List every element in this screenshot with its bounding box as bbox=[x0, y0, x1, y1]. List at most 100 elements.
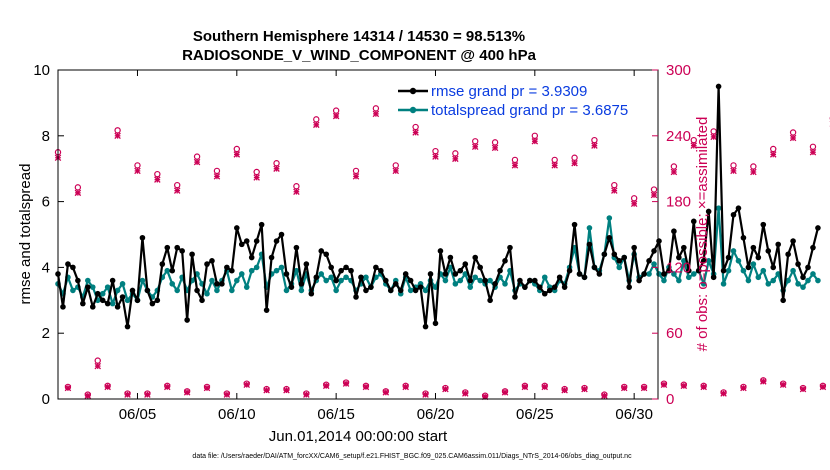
rmse-point bbox=[462, 261, 469, 267]
obs-assimilated-marker bbox=[491, 144, 499, 152]
legend-rmse-marker bbox=[409, 87, 417, 95]
rmse-point bbox=[288, 284, 295, 290]
spread-point bbox=[462, 271, 469, 277]
rmse-point bbox=[253, 238, 260, 244]
obs-possible-marker bbox=[213, 167, 221, 175]
rmse-point bbox=[412, 287, 419, 294]
rmse-point bbox=[65, 261, 71, 267]
spread-point bbox=[775, 271, 781, 277]
obs-assimilated-marker bbox=[293, 188, 300, 195]
rmse-point bbox=[397, 287, 404, 294]
rmse-point bbox=[214, 281, 220, 287]
rmse-point bbox=[392, 281, 399, 287]
spread-point bbox=[333, 287, 339, 294]
spread-point bbox=[477, 277, 483, 284]
rmse-point bbox=[616, 258, 623, 264]
obs-possible-marker bbox=[372, 105, 380, 112]
obs-assimilated-marker bbox=[471, 143, 479, 151]
y-left-tick-label: 0 bbox=[42, 391, 50, 408]
rmse-point bbox=[333, 277, 339, 284]
rmse-point bbox=[94, 290, 101, 297]
rmse-point bbox=[293, 244, 300, 251]
rmse-point bbox=[373, 264, 379, 271]
rmse-point bbox=[566, 267, 573, 274]
obs-assimilated-marker bbox=[84, 392, 92, 399]
spread-point bbox=[745, 277, 752, 284]
obs-assimilated-marker bbox=[154, 176, 161, 183]
obs-assimilated-marker bbox=[710, 133, 717, 141]
x-axis-ticks: 06/05 06/10 06/15 06/20 06/25 06/30 bbox=[119, 70, 653, 423]
rmse-point bbox=[611, 251, 618, 258]
obs-possible-marker bbox=[412, 123, 419, 131]
obs-possible-marker bbox=[432, 147, 439, 155]
obs-assimilated-marker bbox=[779, 381, 787, 389]
spread-point bbox=[243, 284, 250, 290]
rmse-point bbox=[174, 244, 181, 251]
obs-assimilated-marker bbox=[322, 382, 330, 390]
rmse-point bbox=[507, 244, 513, 251]
spread-point bbox=[124, 297, 131, 304]
rmse-point bbox=[268, 254, 275, 261]
rmse-point bbox=[532, 277, 538, 284]
obs-assimilated-marker bbox=[193, 158, 201, 166]
spread-point bbox=[204, 290, 210, 297]
spread-point bbox=[253, 264, 260, 271]
rmse-point bbox=[502, 258, 508, 264]
rmse-point bbox=[541, 290, 548, 297]
spread-point bbox=[238, 271, 245, 277]
obs-assimilated-marker bbox=[640, 384, 648, 392]
y-right-tick-label: 60 bbox=[666, 325, 683, 342]
rmse-point bbox=[641, 271, 647, 277]
rmse-point bbox=[199, 297, 205, 304]
obs-assimilated-marker bbox=[581, 385, 588, 393]
rmse-point bbox=[586, 241, 593, 248]
spread-point bbox=[89, 284, 96, 290]
spread-point bbox=[502, 281, 508, 287]
rmse-point bbox=[283, 271, 290, 277]
rmse-point bbox=[571, 221, 578, 228]
rmse-point bbox=[70, 264, 76, 271]
spread-point bbox=[119, 281, 126, 287]
obs-possible-marker bbox=[332, 107, 340, 114]
rmse-point bbox=[765, 248, 772, 254]
rmse-point bbox=[671, 228, 677, 235]
obs-possible-marker bbox=[273, 160, 280, 167]
spread-point bbox=[805, 277, 811, 284]
obs-assimilated-marker bbox=[352, 173, 360, 180]
spread-point bbox=[442, 277, 449, 284]
rmse-point bbox=[353, 294, 359, 300]
obs-assimilated-marker bbox=[382, 389, 390, 396]
rmse-point bbox=[243, 238, 250, 244]
obs-possible-marker bbox=[789, 129, 797, 136]
y-right-tick-label: 300 bbox=[666, 62, 691, 79]
spread-point bbox=[671, 271, 677, 277]
rmse-point bbox=[134, 297, 141, 304]
obs-possible-marker bbox=[551, 156, 558, 164]
obs-possible-marker bbox=[114, 127, 121, 134]
rmse-point bbox=[238, 241, 245, 248]
rmse-point bbox=[343, 264, 349, 271]
rmse-point bbox=[457, 267, 464, 274]
obs-assimilated-marker bbox=[809, 148, 817, 156]
rmse-point bbox=[80, 300, 86, 307]
spread-point bbox=[139, 277, 146, 284]
spread-point bbox=[760, 267, 767, 274]
obs-possible-marker bbox=[630, 195, 638, 202]
obs-assimilated-marker bbox=[789, 134, 797, 142]
obs-assimilated-marker bbox=[561, 386, 568, 394]
obs-assimilated-marker bbox=[114, 132, 121, 140]
rmse-point bbox=[690, 218, 697, 225]
spread-point bbox=[323, 277, 330, 284]
obs-assimilated-marker bbox=[94, 362, 101, 370]
spread-point bbox=[616, 264, 623, 271]
rmse-point bbox=[89, 304, 96, 310]
spread-point bbox=[815, 277, 821, 284]
y-right-tick-label: 240 bbox=[666, 128, 691, 145]
obs-assimilated-marker bbox=[591, 142, 598, 149]
spread-point bbox=[656, 271, 662, 277]
rmse-point bbox=[363, 287, 369, 294]
rmse-point bbox=[263, 307, 270, 313]
spread-point bbox=[209, 277, 215, 284]
rmse-point bbox=[810, 244, 816, 251]
rmse-point bbox=[467, 277, 474, 284]
